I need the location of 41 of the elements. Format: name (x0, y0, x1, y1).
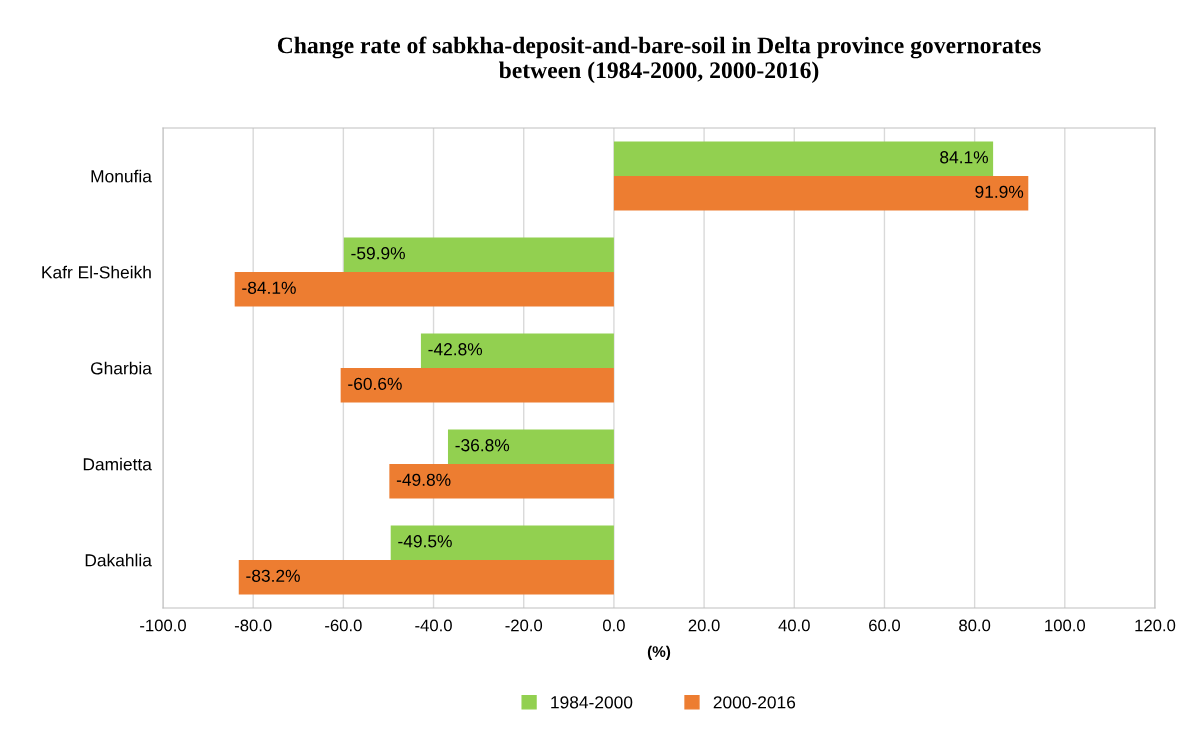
data-label: -49.5% (398, 535, 452, 548)
x-axis-title: (%) (647, 645, 671, 660)
data-label: -83.2% (246, 569, 300, 582)
bar (234, 272, 614, 307)
y-tick-label: Monufia (91, 169, 152, 183)
x-tick-label: 80.0 (959, 619, 991, 632)
data-label: -49.8% (396, 473, 451, 486)
x-tick-label: -100.0 (140, 619, 186, 632)
data-label: -42.8% (428, 343, 483, 356)
bar (389, 464, 614, 499)
x-tick-label: 60.0 (869, 619, 901, 632)
y-tick-label: Gharbia (91, 361, 152, 375)
data-label: -60.6% (348, 377, 402, 390)
bar (390, 525, 614, 560)
y-tick-label: Kafr El-Sheikh (42, 265, 151, 279)
data-label: -84.1% (242, 281, 296, 294)
bar (340, 368, 614, 403)
data-label: 91.9% (975, 185, 1024, 198)
legend-label: 1984-2000 (551, 696, 633, 709)
x-tick-label: 0.0 (602, 619, 625, 632)
bar (613, 176, 1029, 211)
y-tick-label: Dakahlia (85, 553, 152, 567)
bar (238, 560, 614, 595)
x-tick-label: 120.0 (1135, 619, 1176, 632)
legend-label: 2000-2016 (713, 696, 796, 709)
bar (447, 429, 614, 464)
x-tick-label: -40.0 (415, 619, 452, 632)
x-tick-label: 40.0 (778, 619, 810, 632)
bar (613, 141, 994, 176)
data-label: 84.1% (940, 151, 988, 164)
bar (420, 333, 614, 368)
x-tick-label: -20.0 (505, 619, 543, 632)
y-tick-label: Damietta (83, 457, 152, 471)
data-label: -36.8% (455, 439, 510, 452)
data-label: -59.9% (351, 247, 405, 260)
x-tick-label: 20.0 (688, 619, 720, 632)
chart-title: Change rate of sabkha-deposit-and-bare-soil in Delta province governorates between (1984-2000, 2000-2016) (277, 36, 1041, 84)
bar (343, 237, 614, 272)
x-tick-label: -80.0 (234, 619, 272, 632)
x-tick-label: -60.0 (325, 619, 362, 632)
x-tick-label: 100.0 (1045, 619, 1086, 632)
